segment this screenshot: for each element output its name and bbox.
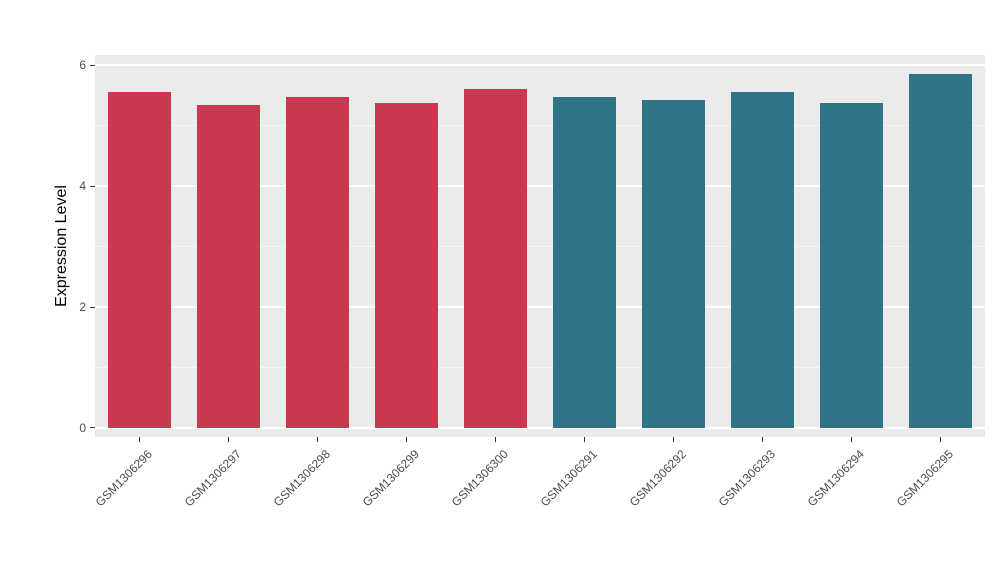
y-tick-label: 6 bbox=[79, 58, 86, 73]
bar-GSM1306294 bbox=[820, 102, 883, 428]
y-tick-label: 0 bbox=[79, 420, 86, 435]
x-tick-mark bbox=[940, 437, 941, 442]
x-tick-label: GSM1306300 bbox=[449, 447, 512, 510]
bar-GSM1306298 bbox=[286, 97, 349, 428]
y-tick-mark bbox=[90, 185, 95, 187]
x-tick-label: GSM1306298 bbox=[271, 447, 334, 510]
minor-gridline bbox=[95, 366, 985, 368]
x-tick-mark bbox=[139, 437, 140, 442]
x-tick-label: GSM1306295 bbox=[894, 447, 957, 510]
x-tick-mark bbox=[673, 437, 674, 442]
x-tick-mark bbox=[406, 437, 407, 442]
y-tick-mark bbox=[90, 427, 95, 429]
bar-GSM1306297 bbox=[197, 104, 260, 428]
x-tick-mark bbox=[495, 437, 496, 442]
x-tick-mark bbox=[317, 437, 318, 442]
bar-GSM1306299 bbox=[375, 102, 438, 428]
x-tick-mark bbox=[762, 437, 763, 442]
x-tick-label: GSM1306294 bbox=[805, 447, 868, 510]
bar-GSM1306292 bbox=[642, 100, 705, 428]
y-axis-title: Expression Level bbox=[53, 185, 70, 307]
x-tick-label: GSM1306292 bbox=[627, 447, 690, 510]
x-tick-mark bbox=[851, 437, 852, 442]
x-tick-label: GSM1306299 bbox=[360, 447, 423, 510]
x-tick-label: GSM1306291 bbox=[538, 447, 601, 510]
x-tick-mark bbox=[584, 437, 585, 442]
major-gridline bbox=[95, 185, 985, 188]
bar-GSM1306300 bbox=[464, 89, 527, 428]
x-tick-label: GSM1306296 bbox=[93, 447, 156, 510]
major-gridline bbox=[95, 306, 985, 309]
bar-GSM1306293 bbox=[731, 92, 794, 428]
x-tick-mark bbox=[228, 437, 229, 442]
bar-GSM1306291 bbox=[553, 97, 616, 428]
bar-GSM1306295 bbox=[909, 74, 972, 428]
major-gridline bbox=[95, 64, 985, 67]
x-tick-label: GSM1306297 bbox=[182, 447, 245, 510]
y-tick-label: 2 bbox=[79, 300, 86, 315]
major-gridline bbox=[95, 426, 985, 429]
bar-GSM1306296 bbox=[108, 92, 171, 428]
y-tick-mark bbox=[90, 306, 95, 308]
x-tick-label: GSM1306293 bbox=[716, 447, 779, 510]
y-tick-mark bbox=[90, 64, 95, 66]
minor-gridline bbox=[95, 125, 985, 127]
minor-gridline bbox=[95, 246, 985, 248]
y-tick-label: 4 bbox=[79, 179, 86, 194]
plot-panel bbox=[95, 55, 985, 437]
